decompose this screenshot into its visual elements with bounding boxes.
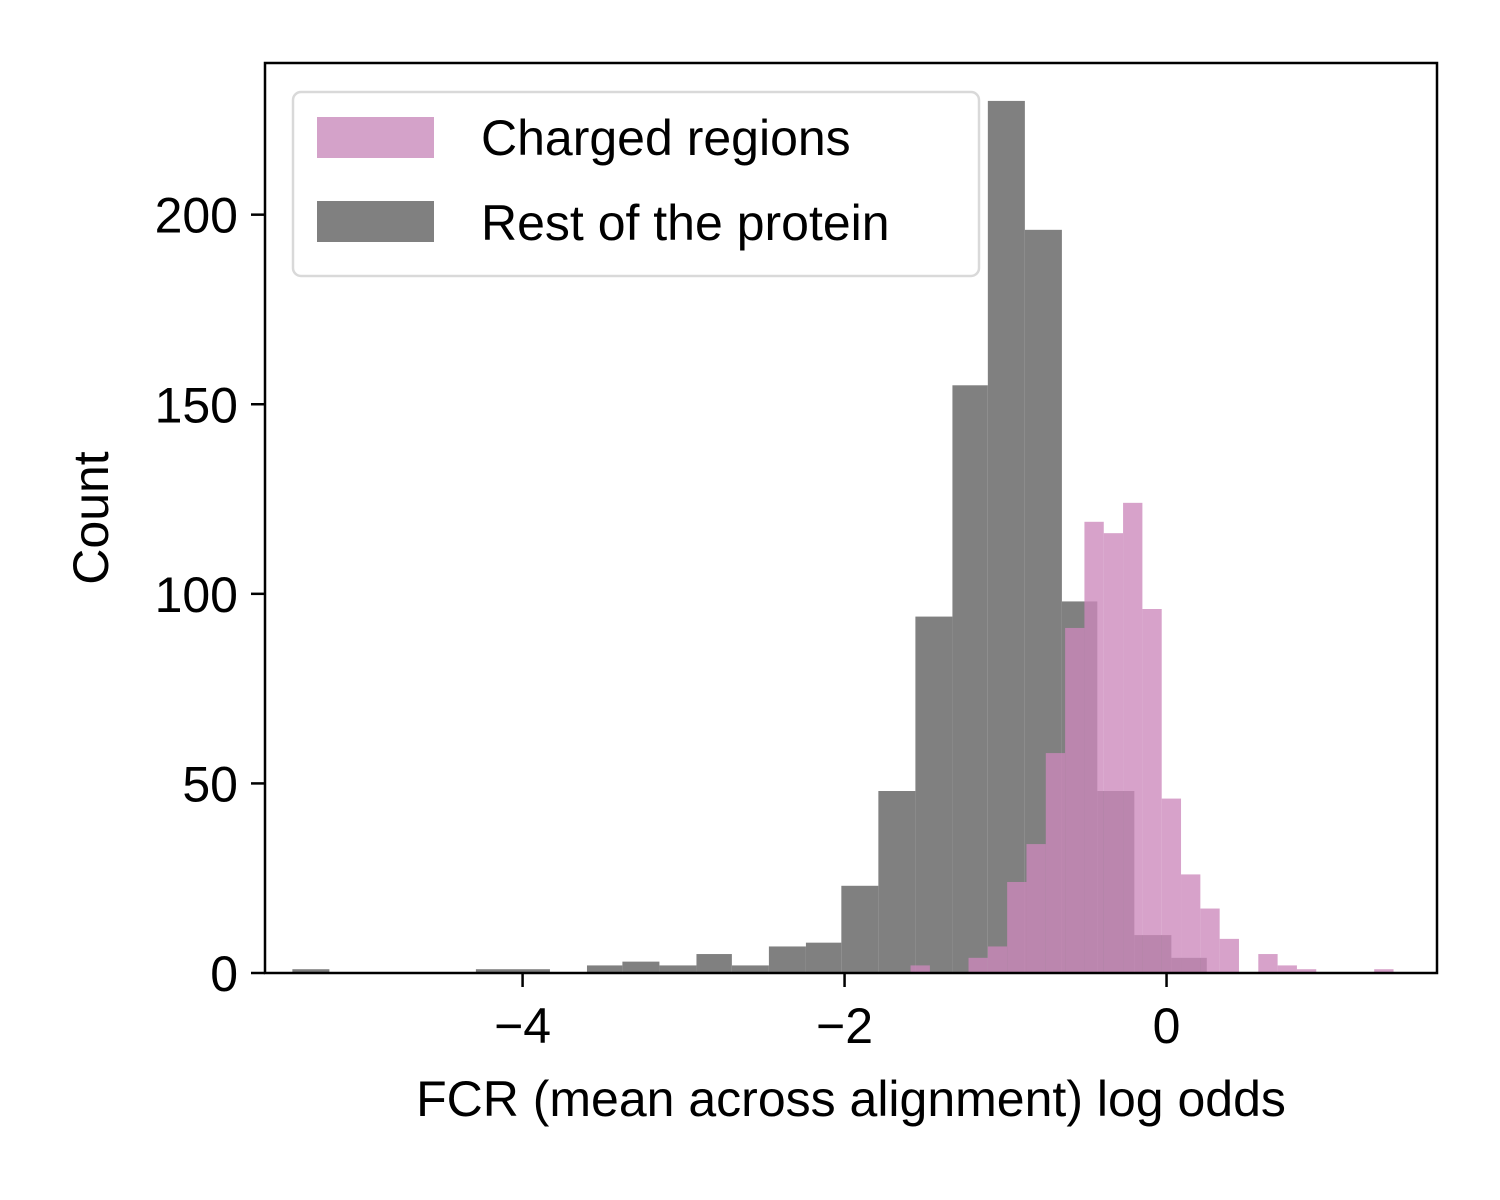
rest-of-protein-bar-3 [622, 961, 660, 973]
x-tick-label: −4 [494, 998, 551, 1054]
charged-regions-bar-16 [1277, 965, 1297, 973]
x-tick-label: 0 [1153, 998, 1181, 1054]
charged-regions-bar-17 [1296, 969, 1317, 973]
charged-regions-bar-2 [987, 946, 1008, 973]
y-tick-label: 200 [155, 188, 238, 244]
y-axis-ticks: 0 50 100 150 200 [155, 188, 265, 1002]
charged-regions-bar-8 [1103, 533, 1124, 973]
charged-regions-bar-1 [968, 957, 988, 973]
y-tick-label: 0 [210, 946, 238, 1002]
rest-of-protein-bar-13 [987, 100, 1025, 973]
plot-frame [263, 61, 1439, 975]
charged-regions-bar-3 [1007, 882, 1027, 973]
charged-regions-bar-18 [1374, 969, 1394, 973]
rest-of-protein-bar-2 [586, 965, 623, 973]
charged-regions-bar-6 [1065, 627, 1085, 973]
charged-regions-bar-9 [1123, 502, 1143, 973]
y-tick-label: 150 [155, 377, 238, 433]
legend-label-rest-of-protein: Rest of the protein [481, 195, 890, 251]
x-axis-label: FCR (mean across alignment) log odds [416, 1071, 1286, 1127]
rest-of-protein-bar-4 [659, 965, 697, 973]
rest-of-protein-bar-5 [696, 954, 732, 973]
legend-swatch-charged-regions [317, 117, 434, 158]
legend-swatch-rest-of-protein [317, 201, 434, 242]
y-tick-label: 100 [155, 567, 238, 623]
rest-of-protein-bar-6 [731, 965, 769, 973]
charged-regions-bar-10 [1142, 609, 1162, 973]
rest-of-protein-bar-0 [292, 969, 330, 973]
legend-box [291, 90, 981, 278]
charged-regions-bar-15 [1258, 954, 1278, 973]
y-tick-label: 50 [182, 756, 238, 812]
charged-regions-bar-7 [1084, 521, 1104, 973]
rest-of-protein-bar-1 [475, 969, 550, 973]
rest-of-protein-bar-10 [878, 791, 916, 973]
x-axis-ticks: −4 −2 0 [494, 973, 1180, 1054]
rest-of-protein-bar-12 [952, 385, 988, 974]
charged-regions-bars [910, 502, 1394, 973]
charged-regions-bar-5 [1045, 753, 1066, 973]
legend: Charged regions Rest of the protein [291, 90, 981, 278]
charged-regions-bar-14 [1219, 938, 1239, 973]
charged-regions-bar-0 [910, 965, 930, 973]
x-tick-label: −2 [816, 998, 873, 1054]
charged-regions-bar-12 [1181, 874, 1201, 973]
y-axis-label: Count [63, 451, 119, 585]
charged-regions-bar-4 [1026, 844, 1046, 973]
rest-of-protein-bar-11 [915, 616, 953, 973]
charged-regions-bar-13 [1200, 908, 1220, 973]
rest-of-protein-bar-8 [805, 942, 842, 973]
rest-of-protein-bar-7 [768, 946, 806, 973]
charged-regions-bar-11 [1161, 798, 1182, 973]
legend-label-charged-regions: Charged regions [481, 110, 851, 166]
rest-of-protein-bar-9 [841, 885, 879, 973]
